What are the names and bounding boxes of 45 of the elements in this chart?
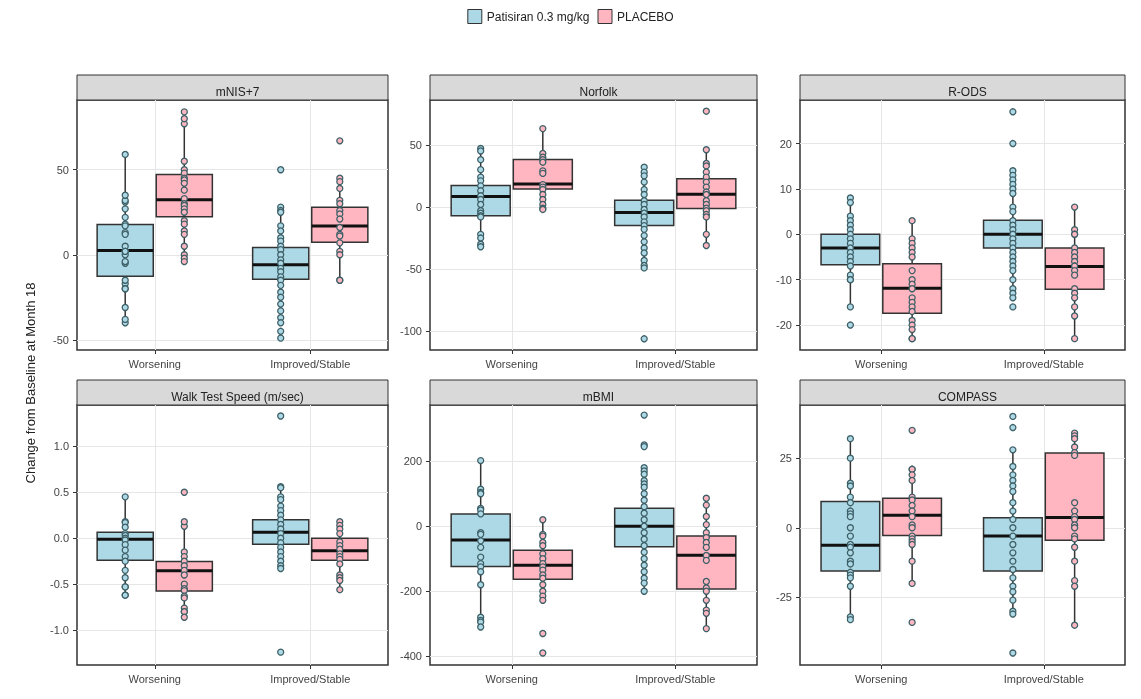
x-tick-label: Worsening [485, 357, 538, 370]
y-tick-label: -50 [406, 263, 422, 276]
y-tick-label: -400 [399, 650, 422, 663]
x-tick-label: Improved/Stable [270, 357, 351, 370]
y-tick-label: 25 [779, 452, 792, 465]
chart-title: R-ODS [948, 85, 987, 99]
x-tick-label: Worsening [128, 357, 181, 370]
x-tick-label: Worsening [855, 357, 908, 370]
x-tick-label: Worsening [485, 672, 538, 685]
y-tick-label: -25 [776, 591, 792, 604]
chart-title: Norfolk [579, 85, 619, 99]
legend-label: PLACEBO [617, 9, 674, 24]
y-tick-label: 0 [415, 520, 422, 533]
y-tick-label: 0 [62, 248, 69, 261]
y-tick-label: -20 [776, 319, 792, 332]
y-tick-label: -200 [399, 585, 422, 598]
x-tick-label: Worsening [128, 672, 181, 685]
y-tick-label: 0 [415, 200, 422, 213]
x-tick-label: Improved/Stable [1003, 672, 1084, 685]
x-tick-label: Improved/Stable [270, 672, 351, 685]
y-axis-title: Change from Baseline at Month 18 [22, 282, 38, 484]
y-tick-label: -100 [399, 325, 422, 338]
y-tick-label: 1.0 [53, 440, 69, 453]
y-tick-label: 0.0 [53, 532, 69, 545]
y-tick-label: 50 [409, 138, 422, 151]
chart-title: mNIS+7 [215, 85, 260, 99]
y-tick-label: -1.0 [50, 624, 69, 637]
chart-title: COMPASS [937, 390, 998, 404]
x-tick-label: Improved/Stable [1003, 357, 1084, 370]
y-tick-label: 0.5 [53, 486, 69, 499]
chart-title: Walk Test Speed (m/sec) [171, 390, 304, 404]
x-tick-label: Worsening [855, 672, 908, 685]
x-tick-label: Improved/Stable [635, 672, 716, 685]
legend-label: Patisiran 0.3 mg/kg [486, 9, 590, 24]
y-tick-label: 200 [403, 455, 422, 468]
y-tick-label: 20 [779, 137, 792, 150]
y-tick-label: 0 [785, 228, 792, 241]
y-tick-label: -50 [53, 333, 69, 346]
chart-title: mBMI [582, 390, 615, 404]
x-tick-label: Improved/Stable [635, 357, 716, 370]
y-tick-label: 0 [785, 521, 792, 534]
y-tick-label: 50 [56, 163, 69, 176]
y-tick-label: -0.5 [50, 578, 69, 591]
y-tick-label: -10 [776, 273, 792, 286]
y-tick-label: 10 [779, 182, 792, 195]
